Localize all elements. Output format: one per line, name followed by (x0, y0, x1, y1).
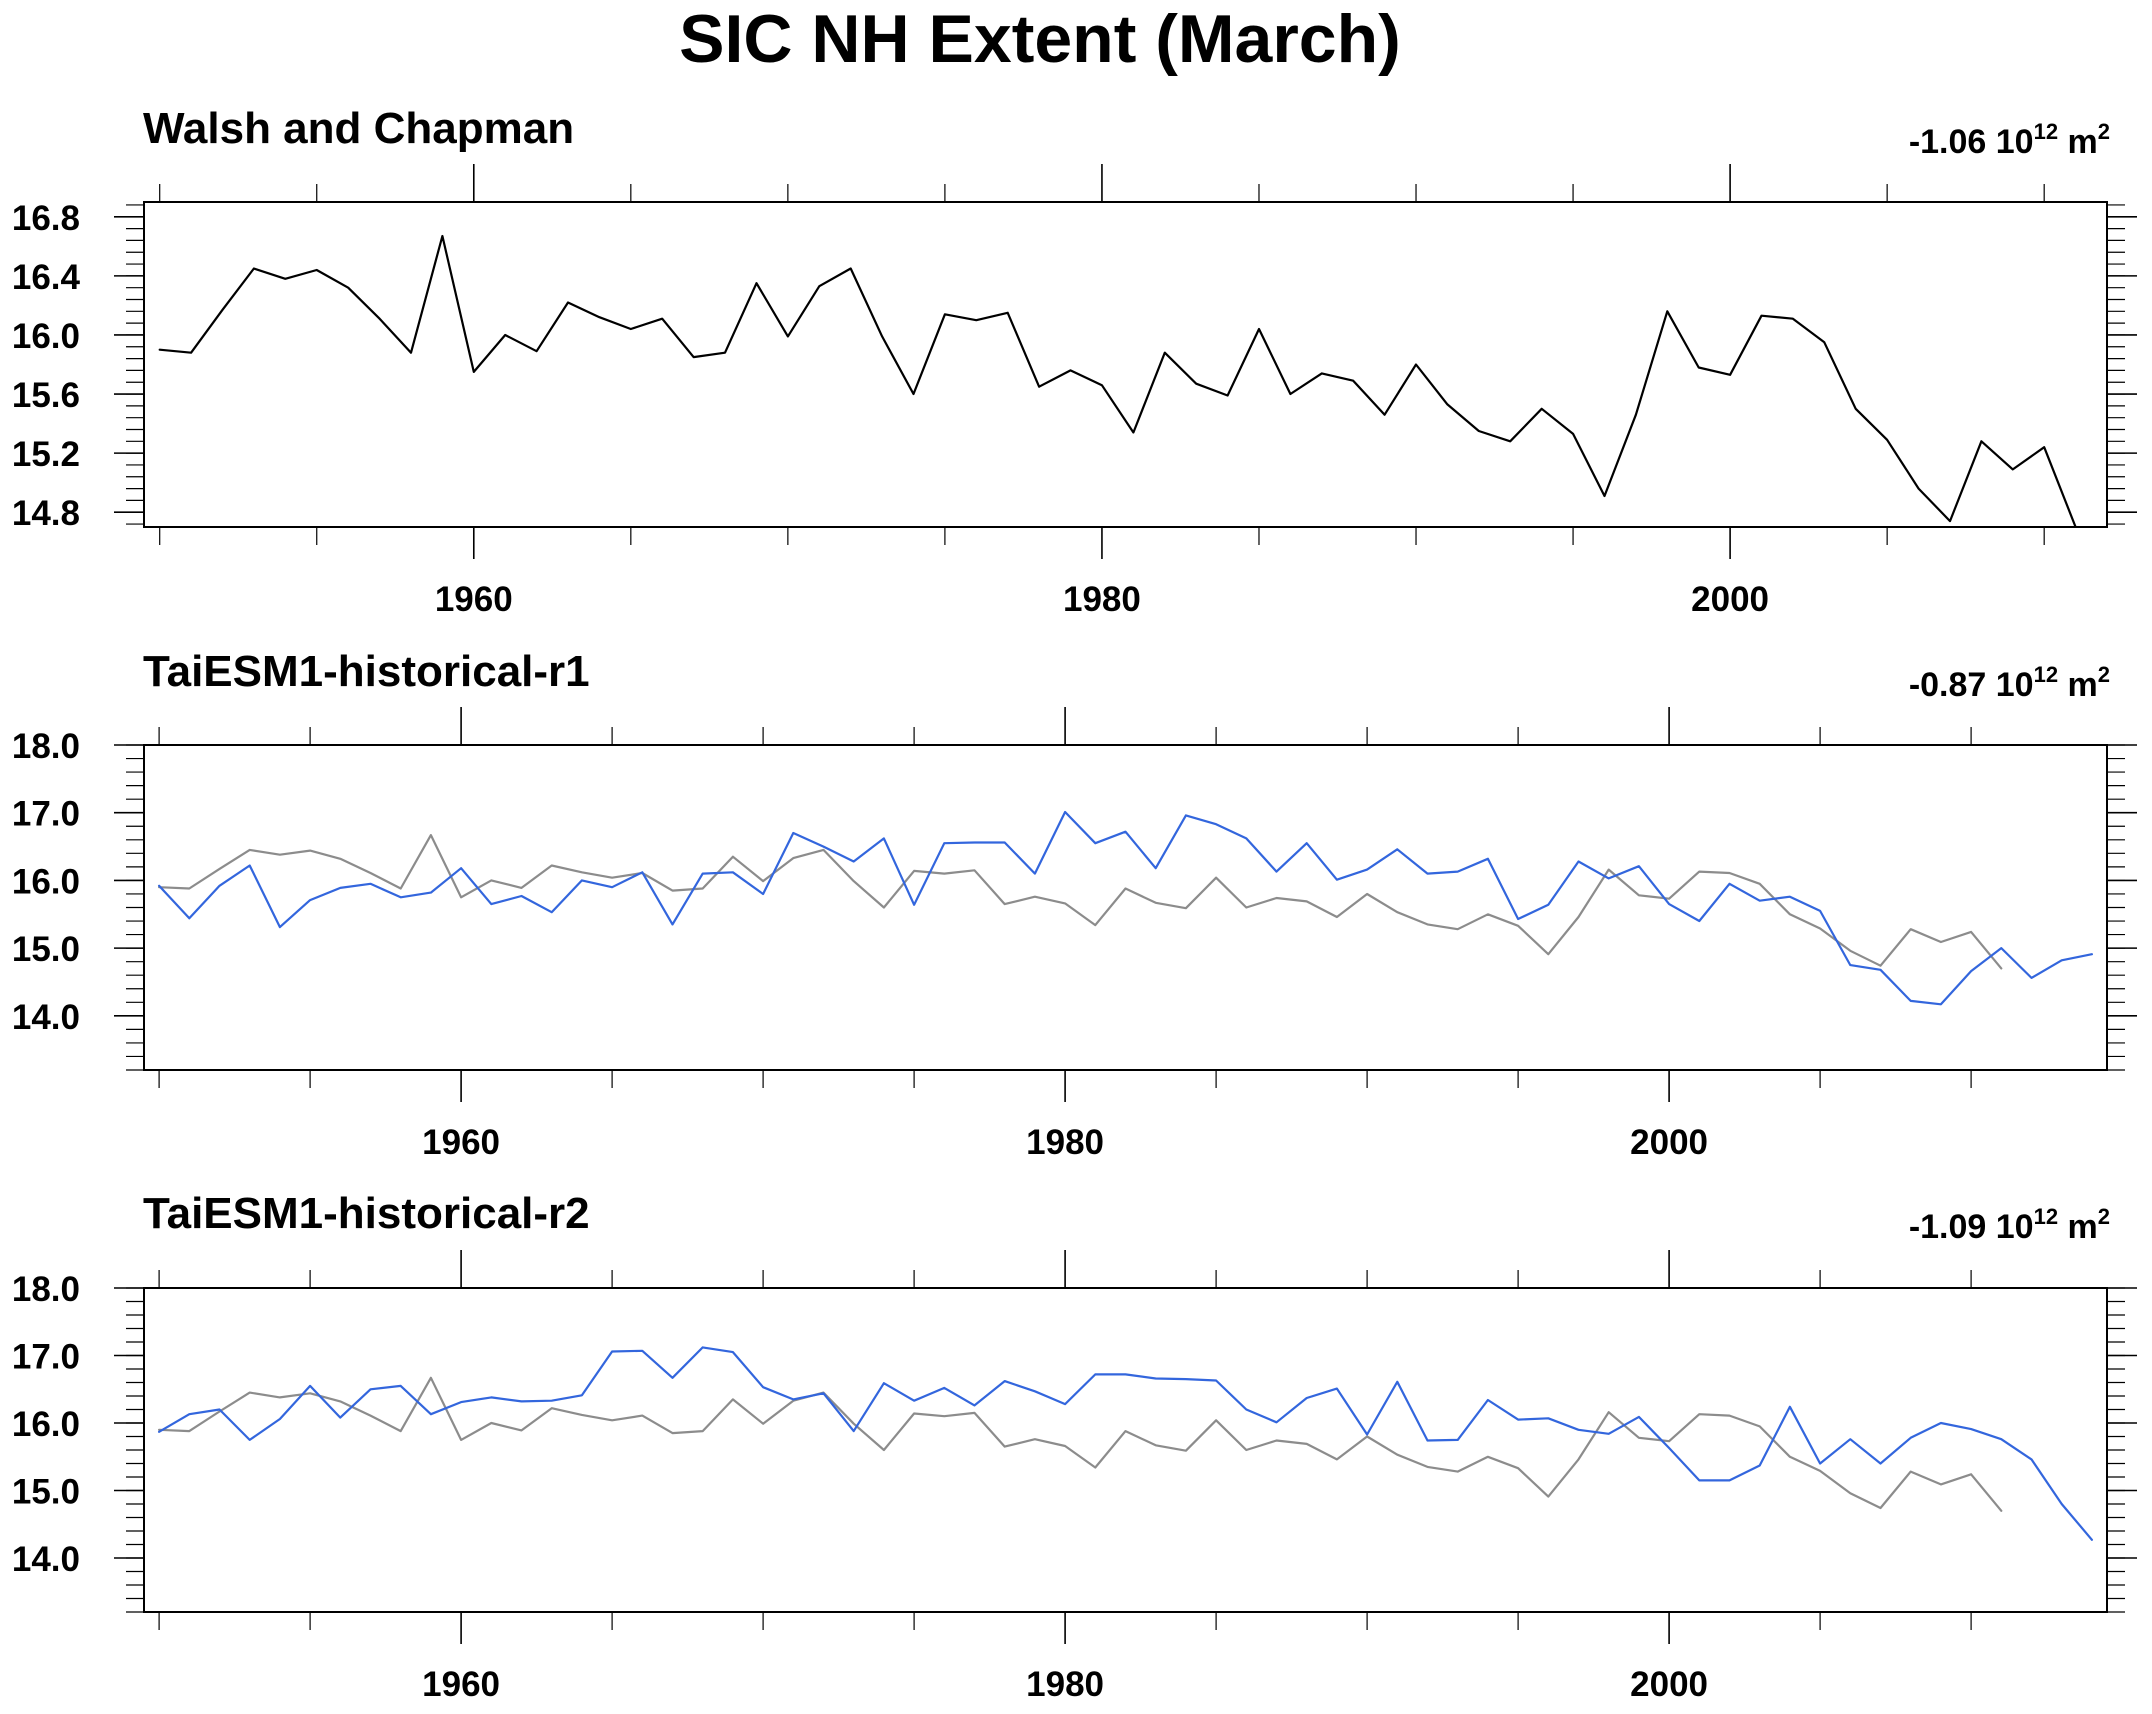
x-tick-label: 2000 (1630, 1665, 1708, 1704)
figure-title: SIC NH Extent (March) (679, 1, 1401, 77)
panel-walsh-chapman: Walsh and Chapman -1.06 1012 m2 14.8 15.2… (12, 104, 2137, 619)
panel-taiesm1-r2: TaiESM1-historical-r2 -1.09 1012 m2 14.0… (12, 1189, 2137, 1704)
trend-label: -1.09 1012 m2 (1909, 1204, 2110, 1246)
y-tick-label: 15.6 (12, 376, 80, 415)
x-tick-label: 2000 (1630, 1123, 1708, 1162)
panel-title: TaiESM1-historical-r2 (143, 1189, 590, 1238)
y-tick-label: 15.0 (12, 930, 80, 969)
y-tick-label: 17.0 (12, 1338, 80, 1377)
x-tick-label: 1960 (422, 1123, 500, 1162)
plot-area: 14.8 15.2 15.6 16.0 16.4 16.8 1960 1980 2000 (12, 164, 2137, 619)
plot-area: 14.0 15.0 16.0 17.0 18.0 1960 1980 2000 (12, 1250, 2137, 1704)
plot-area: 14.0 15.0 16.0 17.0 18.0 1960 1980 2000 (12, 707, 2137, 1162)
y-tick-label: 14.8 (12, 494, 80, 533)
series-line-model (158, 1346, 2093, 1541)
plot-frame (143, 744, 2108, 1071)
x-tick-label: 1980 (1026, 1665, 1104, 1704)
trend-label: -0.87 1012 m2 (1909, 662, 2110, 704)
plot-frame (143, 1287, 2108, 1613)
y-tick-label: 17.0 (12, 795, 80, 834)
x-tick-label: 1960 (422, 1665, 500, 1704)
trend-label: -1.06 1012 m2 (1909, 119, 2110, 161)
y-tick-label: 16.0 (12, 862, 80, 901)
x-tick-label: 1980 (1026, 1123, 1104, 1162)
y-tick-label: 16.0 (12, 317, 80, 356)
series-line-observed (158, 234, 2077, 527)
panel-title: TaiESM1-historical-r1 (143, 647, 590, 696)
y-tick-label: 15.2 (12, 435, 80, 474)
x-tick-label: 1960 (435, 580, 513, 619)
panel-taiesm1-r1: TaiESM1-historical-r1 -0.87 1012 m2 14.0… (12, 647, 2137, 1162)
y-tick-label: 16.0 (12, 1405, 80, 1444)
series-line-observed-ref (158, 833, 2003, 970)
y-tick-label: 15.0 (12, 1473, 80, 1512)
y-tick-label: 16.4 (12, 258, 81, 297)
x-tick-label: 2000 (1691, 580, 1769, 619)
y-tick-label: 18.0 (12, 1270, 80, 1309)
panel-title: Walsh and Chapman (143, 104, 574, 153)
y-tick-label: 14.0 (12, 998, 80, 1037)
y-tick-label: 16.8 (12, 199, 80, 238)
y-tick-label: 18.0 (12, 727, 80, 766)
y-tick-label: 14.0 (12, 1540, 80, 1579)
plot-frame (143, 201, 2108, 528)
series-line-model (158, 810, 2093, 1006)
series-line-observed-ref (158, 1376, 2003, 1512)
x-tick-label: 1980 (1063, 580, 1141, 619)
